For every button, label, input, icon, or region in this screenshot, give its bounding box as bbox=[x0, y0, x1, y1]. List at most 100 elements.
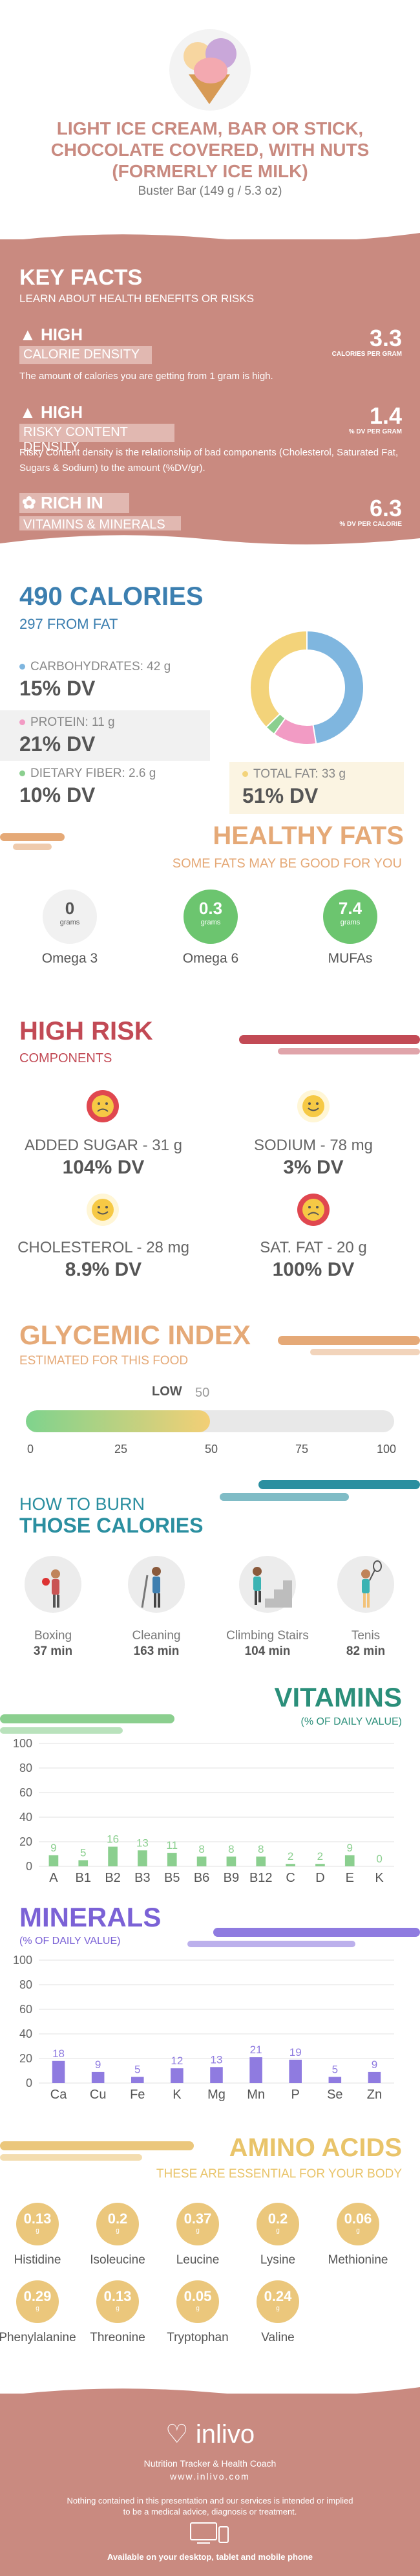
bar-value-label: 9 bbox=[347, 1842, 353, 1854]
x-tick-label: Se bbox=[327, 2088, 342, 2102]
donut-slice-fat bbox=[249, 629, 308, 728]
key-facts-title: KEY FACTS bbox=[19, 265, 143, 290]
glycemic-bar-fill bbox=[26, 1410, 210, 1432]
amino-label-valine: Valine bbox=[261, 2331, 295, 2344]
healthy-fats-title: HEALTHY FATS bbox=[213, 822, 404, 850]
macro-fat: TOTAL FAT: 33 g 51% DV bbox=[229, 762, 404, 814]
calorie-density-desc: The amount of calories you are getting f… bbox=[19, 371, 273, 382]
omega3-circle: 0 grams bbox=[43, 890, 97, 944]
bar-Se bbox=[328, 2077, 342, 2083]
happy-face-icon bbox=[87, 1194, 119, 1226]
decorative-stripes bbox=[187, 1928, 420, 1947]
footer-disclaimer-2: to be a medical advice, diagnosis or tre… bbox=[123, 2507, 297, 2516]
amino-label-lysine: Lysine bbox=[260, 2253, 296, 2267]
cleaning-minutes: 163 min bbox=[133, 1644, 180, 1658]
sat-fat-dv: 100% DV bbox=[272, 1259, 355, 1280]
amino-circle-methionine: 0.06 g bbox=[337, 2203, 379, 2245]
bar-value-label: 8 bbox=[228, 1843, 234, 1855]
amino-label-phenylalanine: Phenylalanine bbox=[0, 2331, 76, 2344]
glycemic-tick: 50 bbox=[204, 1443, 218, 1456]
amino-title: AMINO ACIDS bbox=[229, 2134, 402, 2162]
amino-circle-phenylalanine: 0.29 g bbox=[16, 2280, 59, 2323]
serving-size: Buster Bar (149 g / 5.3 oz) bbox=[138, 184, 282, 198]
risky-density-name: RISKY CONTENT DENSITY bbox=[19, 424, 174, 454]
x-tick-label: B9 bbox=[224, 1871, 239, 1885]
omega6-circle: 0.3 grams bbox=[184, 890, 238, 944]
bar-A bbox=[48, 1855, 59, 1866]
x-tick-label: K bbox=[375, 1871, 384, 1885]
x-tick-label: E bbox=[346, 1871, 354, 1885]
amino-label-tryptophan: Tryptophan bbox=[167, 2331, 229, 2344]
protein-dot-icon bbox=[19, 719, 25, 726]
x-tick-label: B5 bbox=[164, 1871, 180, 1885]
wave-divider bbox=[0, 2387, 420, 2396]
glycemic-tick: 75 bbox=[295, 1443, 309, 1456]
healthy-fats-section: HEALTHY FATS SOME FATS MAY BE GOOD FOR Y… bbox=[0, 822, 420, 990]
bar-value-label: 11 bbox=[166, 1839, 178, 1851]
glycemic-level: LOW bbox=[152, 1384, 182, 1399]
bar-value-label: 5 bbox=[332, 2064, 338, 2076]
wave-divider bbox=[0, 233, 420, 242]
x-tick-label: Zn bbox=[367, 2088, 382, 2102]
y-tick-label: 20 bbox=[19, 2052, 32, 2065]
bar-value-label: 8 bbox=[258, 1843, 264, 1855]
calorie-density-value: 3.3 bbox=[369, 325, 402, 351]
x-tick-label: Cu bbox=[90, 2088, 107, 2102]
calories-from-fat: 297 FROM FAT bbox=[19, 616, 118, 632]
leaf-icon: ✿ bbox=[22, 493, 36, 512]
tennis-icon bbox=[337, 1556, 394, 1613]
burn-calories-section: HOW TO BURN THOSE CALORIES Boxing 37 min… bbox=[0, 1475, 420, 1682]
x-tick-label: C bbox=[286, 1871, 295, 1885]
y-tick-label: 20 bbox=[19, 1835, 32, 1848]
footer-url[interactable]: www.inlivo.com bbox=[170, 2471, 250, 2482]
decorative-stripes bbox=[278, 1336, 420, 1355]
heart-icon: ♡ bbox=[165, 2420, 189, 2449]
sat-fat-label: SAT. FAT - 20 g bbox=[260, 1239, 367, 1256]
sodium-label: SODIUM - 78 mg bbox=[253, 1137, 373, 1154]
bar-C bbox=[286, 1864, 295, 1866]
footer-tagline: Nutrition Tracker & Health Coach bbox=[143, 2458, 277, 2469]
food-title: LIGHT ICE CREAM, BAR OR STICK, CHOCOLATE… bbox=[50, 118, 370, 181]
glycemic-title: GLYCEMIC INDEX bbox=[19, 1320, 251, 1350]
bar-value-label: 9 bbox=[95, 2058, 101, 2071]
macro-protein: PROTEIN: 11 g 21% DV bbox=[0, 710, 210, 761]
amino-circle-valine: 0.24 g bbox=[257, 2280, 299, 2323]
footer-disclaimer-1: Nothing contained in this presentation a… bbox=[67, 2496, 353, 2505]
decorative-stripes bbox=[220, 1480, 420, 1501]
vitamins-density-value: 6.3 bbox=[369, 495, 402, 521]
y-tick-label: 0 bbox=[26, 1860, 32, 1873]
risky-density-unit: % DV PER GRAM bbox=[348, 428, 402, 435]
y-tick-label: 100 bbox=[13, 1954, 32, 1967]
calories-title: 490 CALORIES bbox=[19, 582, 204, 611]
omega3-label: Omega 3 bbox=[41, 951, 98, 966]
x-tick-label: A bbox=[49, 1871, 58, 1885]
bar-value-label: 16 bbox=[107, 1833, 119, 1846]
risky-density-level: ▲ HIGH bbox=[19, 402, 83, 422]
y-tick-label: 100 bbox=[13, 1737, 32, 1750]
flame-icon: ▲ bbox=[19, 325, 36, 344]
decorative-stripes bbox=[0, 833, 65, 850]
stairs-label: Climbing Stairs bbox=[226, 1629, 309, 1643]
footer-available: Available on your desktop, tablet and mo… bbox=[107, 2552, 313, 2562]
vitamins-subtitle: (% OF DAILY VALUE) bbox=[300, 1716, 402, 1727]
vitamins-section: VITAMINS (% OF DAILY VALUE) 0 20 40 60 80 100… bbox=[0, 1675, 420, 1902]
vitamins-title: VITAMINS bbox=[274, 1682, 402, 1712]
bar-value-label: 8 bbox=[198, 1843, 204, 1855]
burn-title-line2: THOSE CALORIES bbox=[19, 1514, 204, 1537]
glycemic-tick: 25 bbox=[114, 1443, 128, 1456]
minerals-bar-chart: 0 20 40 60 80 100 18 Ca 9 Cu 5 Fe 12 K 13 Mg 21 Mn 19 P 5 Se 9… bbox=[13, 1954, 394, 2102]
amino-acids-section: AMINO ACIDS THESE ARE ESSENTIAL FOR YOUR… bbox=[0, 2128, 420, 2400]
x-tick-label: B2 bbox=[105, 1871, 120, 1885]
bar-B3 bbox=[138, 1850, 147, 1866]
y-tick-label: 0 bbox=[26, 2077, 32, 2090]
x-tick-label: B3 bbox=[134, 1871, 150, 1885]
healthy-fats-subtitle: SOME FATS MAY BE GOOD FOR YOU bbox=[172, 857, 402, 871]
flame-icon: ▲ bbox=[19, 402, 36, 422]
calorie-density-level: ▲ HIGH bbox=[19, 325, 83, 344]
bar-Cu bbox=[91, 2071, 105, 2083]
y-tick-label: 80 bbox=[19, 1978, 32, 1991]
sodium-dv: 3% DV bbox=[283, 1157, 344, 1178]
x-tick-label: Mn bbox=[247, 2088, 265, 2102]
bar-P bbox=[289, 2059, 302, 2083]
mufa-label: MUFAs bbox=[328, 951, 373, 966]
